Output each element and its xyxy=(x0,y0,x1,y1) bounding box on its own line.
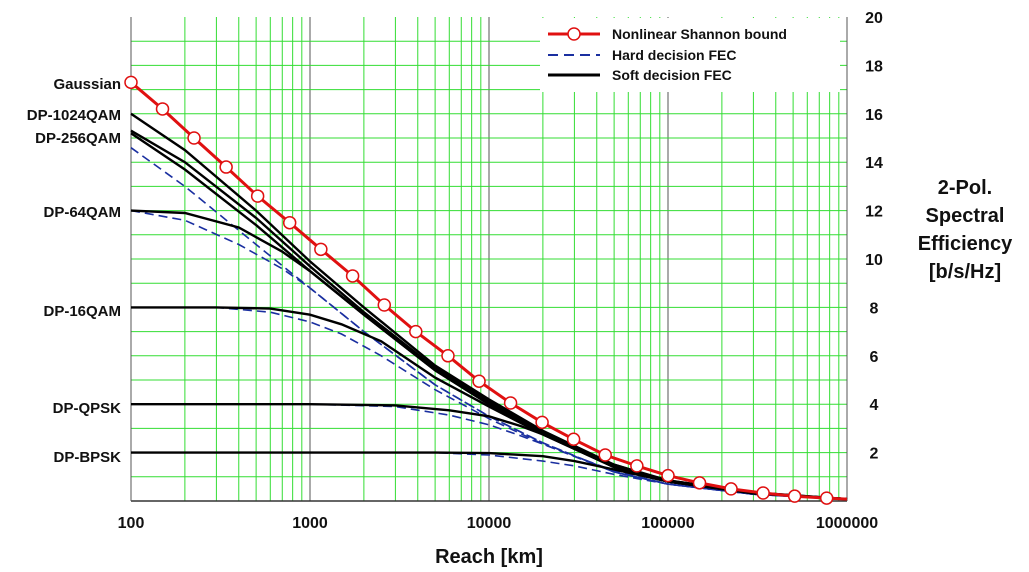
legend-label-hard: Hard decision FEC xyxy=(612,47,736,63)
shannon-point xyxy=(472,374,486,388)
x-tick-label: 10000 xyxy=(467,515,512,532)
shannon-point xyxy=(503,396,518,410)
legend-label-soft: Soft decision FEC xyxy=(612,67,732,83)
modulation-label: DP-QPSK xyxy=(53,400,122,417)
x-tick-label: 100000 xyxy=(641,515,694,532)
y-axis-title-line-1: 2-Pol. xyxy=(938,177,992,199)
y-tick-label: 14 xyxy=(865,155,883,172)
y-axis-title: 2-Pol. Spectral Efficiency [b/s/Hz] xyxy=(918,177,1013,283)
y-tick-label: 8 xyxy=(870,300,879,317)
shannon-point xyxy=(409,324,423,339)
shannon-point xyxy=(377,298,392,312)
modulation-label: DP-BPSK xyxy=(53,449,121,466)
shannon-point xyxy=(756,486,770,500)
shannon-point xyxy=(282,215,297,230)
shannon-point xyxy=(155,102,170,116)
y-tick-labels: 2 4 6 8 10 12 14 16 18 20 xyxy=(865,10,883,463)
y-tick-label: 6 xyxy=(870,349,879,366)
series-line-hard xyxy=(130,147,848,501)
y-tick-label: 10 xyxy=(865,252,883,269)
modulation-label: DP-16QAM xyxy=(43,303,121,320)
shannon-point xyxy=(598,448,612,462)
shannon-point xyxy=(345,269,360,283)
shannon-markers xyxy=(124,75,834,505)
x-axis-title: Reach [km] xyxy=(435,546,543,568)
modulation-labels: Gaussian DP-1024QAM DP-256QAM DP-64QAM DP-16… xyxy=(27,76,121,466)
x-tick-label: 1000000 xyxy=(816,515,878,532)
x-tick-label: 1000 xyxy=(292,515,328,532)
y-tick-label: 20 xyxy=(865,10,883,27)
y-axis-title-line-4: [b/s/Hz] xyxy=(929,261,1001,283)
y-tick-label: 4 xyxy=(870,397,879,414)
shannon-point xyxy=(314,242,328,257)
legend: Nonlinear Shannon bound Hard decision FE… xyxy=(540,18,840,92)
modulation-label: DP-64QAM xyxy=(43,204,121,221)
legend-marker-shannon xyxy=(567,27,581,41)
shannon-point xyxy=(819,491,834,505)
shannon-point xyxy=(661,468,675,483)
shannon-point xyxy=(630,459,644,473)
y-axis-title-line-2: Spectral xyxy=(926,205,1005,227)
modulation-label: DP-1024QAM xyxy=(27,107,121,124)
shannon-point xyxy=(787,489,802,503)
x-tick-label: 100 xyxy=(118,515,145,532)
shannon-point xyxy=(724,482,738,496)
y-tick-label: 16 xyxy=(865,107,883,124)
shannon-point xyxy=(566,432,581,447)
y-axis-title-line-3: Efficiency xyxy=(918,233,1013,255)
shannon-point xyxy=(441,349,455,363)
shannon-point xyxy=(187,131,201,145)
shannon-point xyxy=(124,75,138,90)
legend-label-shannon: Nonlinear Shannon bound xyxy=(612,26,787,42)
y-tick-label: 18 xyxy=(865,58,883,75)
shannon-point xyxy=(219,160,233,174)
grid xyxy=(131,17,847,501)
shannon-point xyxy=(692,476,707,490)
shannon-point xyxy=(535,415,549,430)
x-tick-labels: 100 1000 10000 100000 1000000 xyxy=(118,515,879,532)
plot-frame xyxy=(130,17,848,502)
modulation-label: Gaussian xyxy=(53,76,121,93)
y-tick-label: 2 xyxy=(870,446,879,463)
y-tick-label: 12 xyxy=(865,204,883,221)
shannon-point xyxy=(250,189,265,203)
modulation-label: DP-256QAM xyxy=(35,130,121,147)
